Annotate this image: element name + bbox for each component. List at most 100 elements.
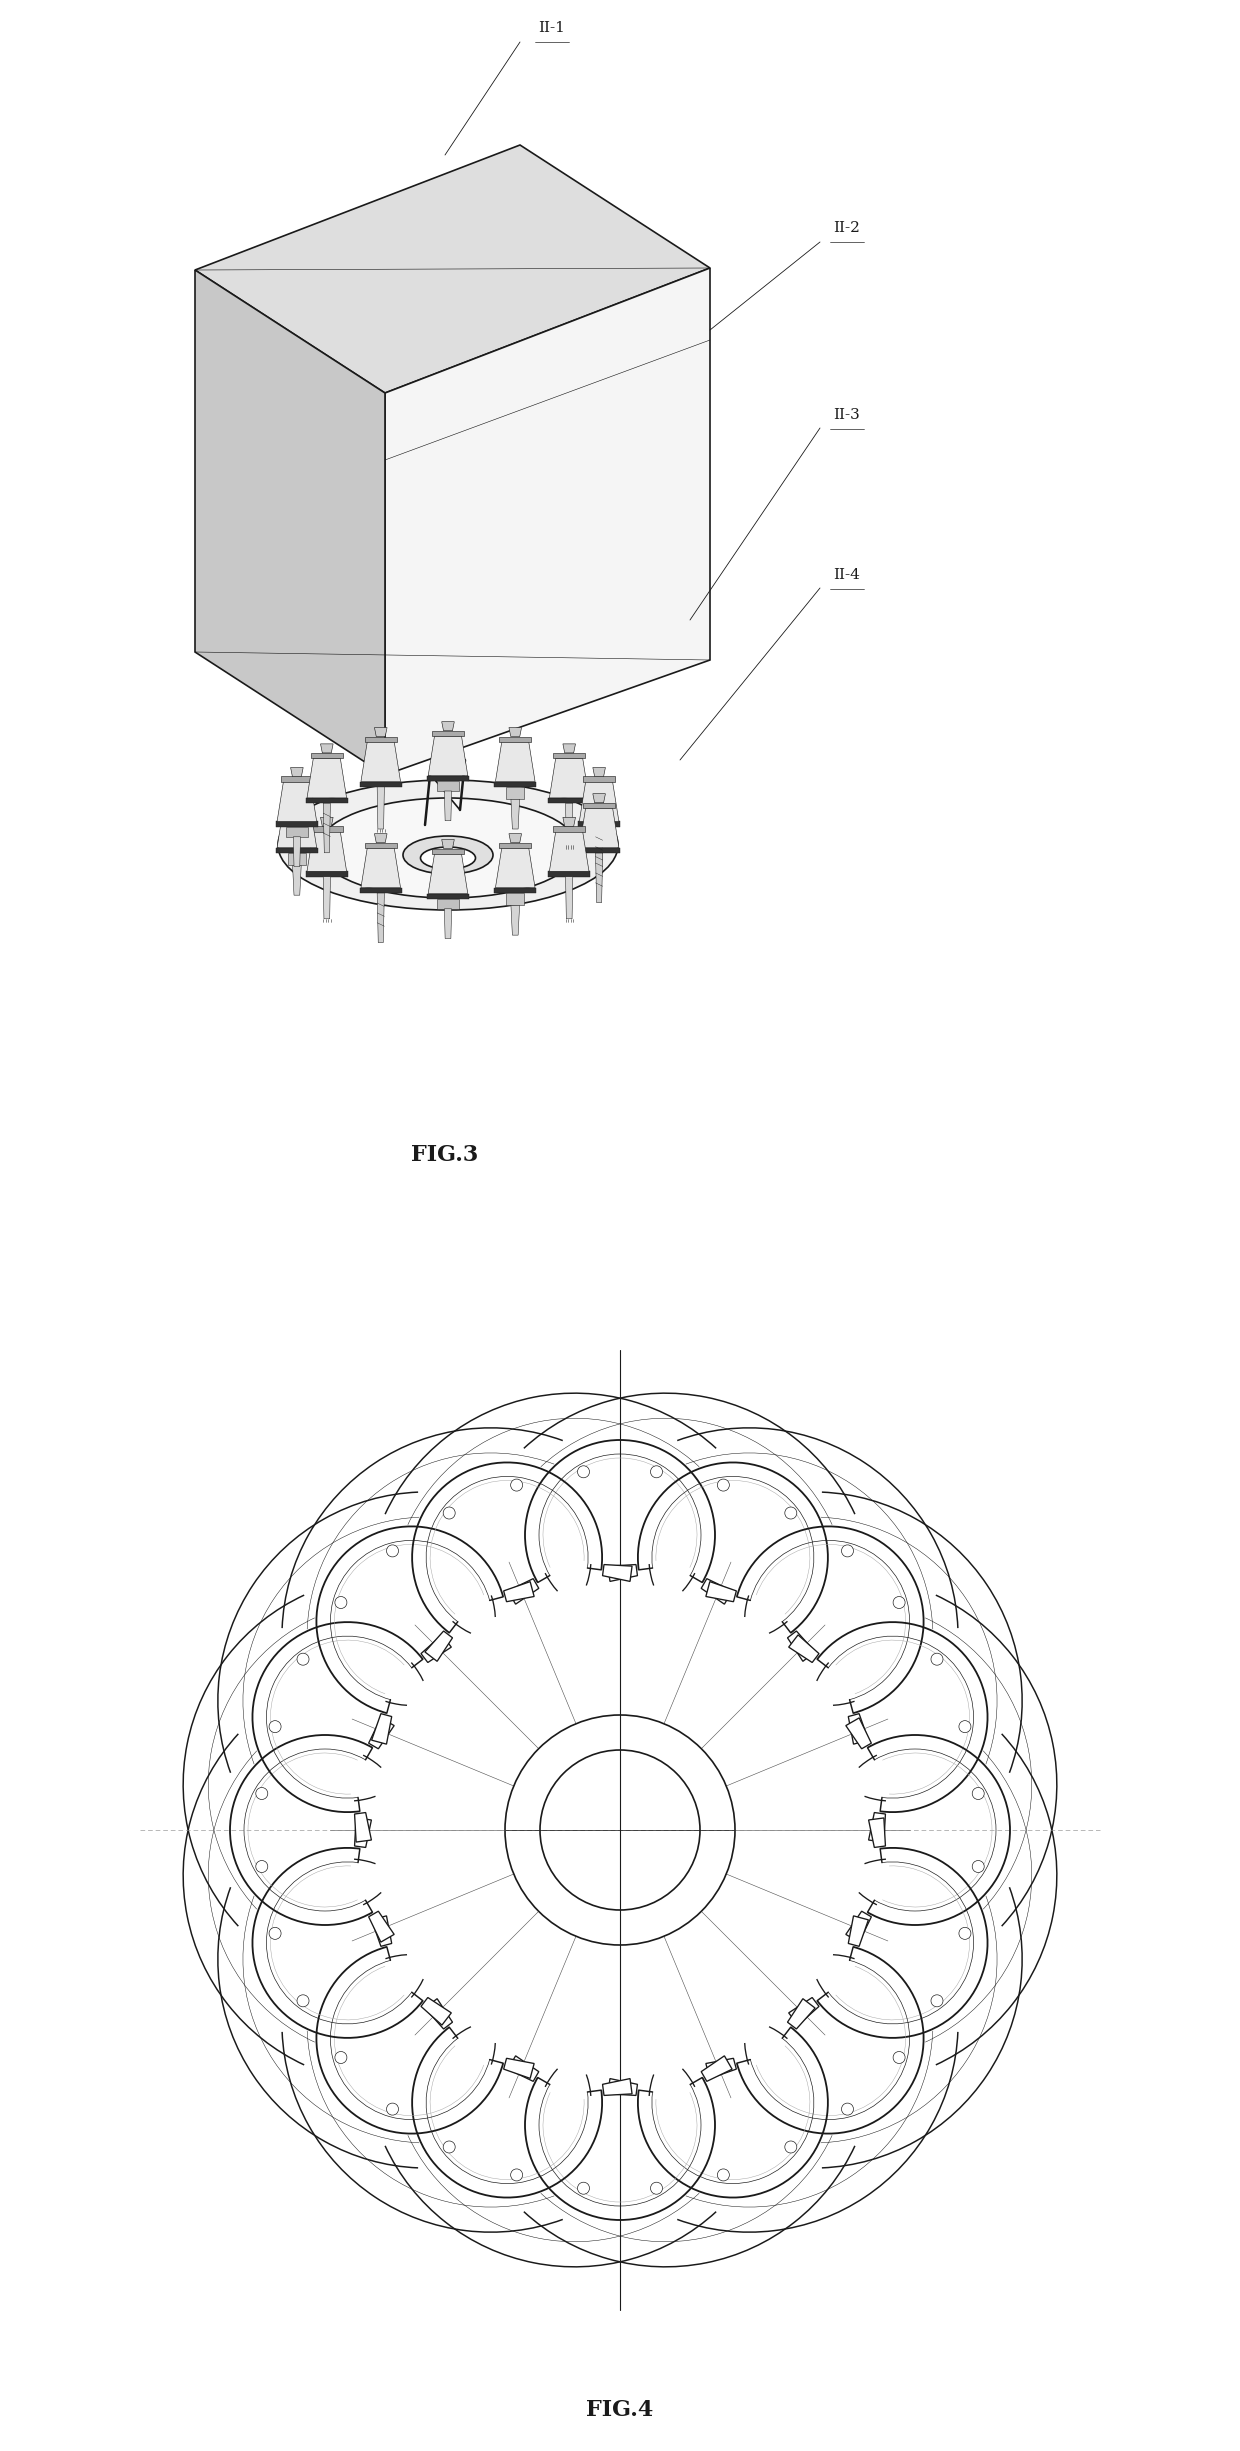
Polygon shape [495,782,536,787]
Polygon shape [846,1912,872,1941]
Polygon shape [438,900,459,909]
Polygon shape [789,1998,818,2025]
Text: II-3: II-3 [833,407,861,422]
Polygon shape [368,1718,394,1750]
Polygon shape [306,799,347,804]
Polygon shape [508,728,522,738]
Polygon shape [280,804,312,809]
Polygon shape [503,1581,534,1601]
Polygon shape [372,1713,392,1745]
Polygon shape [563,816,575,826]
Polygon shape [608,2078,637,2096]
Polygon shape [310,826,343,831]
Polygon shape [553,752,585,757]
Polygon shape [324,877,330,919]
Circle shape [578,1466,589,1478]
Text: II-1: II-1 [538,22,565,34]
Polygon shape [308,757,347,799]
Polygon shape [372,1917,392,1946]
Polygon shape [553,826,585,831]
Circle shape [893,2051,905,2064]
Polygon shape [848,1917,868,1946]
Polygon shape [583,777,615,782]
Circle shape [718,1478,729,1490]
Polygon shape [377,787,384,828]
Polygon shape [498,843,532,848]
Polygon shape [444,792,451,821]
Polygon shape [595,853,603,902]
Ellipse shape [403,836,494,875]
Circle shape [578,2181,589,2194]
Polygon shape [428,775,469,782]
Polygon shape [368,1912,394,1941]
Polygon shape [506,787,525,799]
Circle shape [255,1787,268,1799]
Circle shape [505,1716,735,1946]
Polygon shape [438,782,459,792]
Polygon shape [706,2059,737,2078]
Text: FIG.4: FIG.4 [587,2400,653,2422]
Polygon shape [365,738,397,743]
Circle shape [972,1787,985,1799]
Polygon shape [286,826,308,836]
Circle shape [959,1721,971,1733]
Ellipse shape [420,848,475,870]
Polygon shape [578,848,620,853]
Polygon shape [277,782,316,821]
Polygon shape [565,804,573,846]
Polygon shape [495,887,536,892]
Circle shape [785,1507,797,1520]
Ellipse shape [278,779,618,909]
Polygon shape [868,1814,885,1843]
Polygon shape [425,1630,453,1662]
Polygon shape [787,1998,815,2029]
Polygon shape [361,848,401,887]
Polygon shape [293,865,301,895]
Polygon shape [498,738,532,743]
Polygon shape [595,826,603,877]
Polygon shape [579,809,619,848]
Circle shape [718,2169,729,2181]
Circle shape [335,2051,347,2064]
Polygon shape [428,853,467,895]
Polygon shape [277,848,317,853]
Circle shape [972,1860,985,1873]
Circle shape [443,2142,455,2152]
Polygon shape [565,877,573,919]
Polygon shape [290,794,304,804]
Polygon shape [294,836,300,868]
Polygon shape [496,743,534,782]
Polygon shape [360,782,402,787]
Circle shape [785,2142,797,2152]
Polygon shape [432,848,464,853]
Polygon shape [701,2056,732,2081]
Polygon shape [548,870,590,877]
Polygon shape [503,2059,534,2078]
Polygon shape [603,1564,632,1581]
Circle shape [335,1596,347,1608]
Circle shape [931,1995,942,2007]
Polygon shape [355,1819,372,1848]
Circle shape [298,1995,309,2007]
Polygon shape [306,870,347,877]
Polygon shape [593,794,605,804]
Polygon shape [422,1998,451,2025]
Circle shape [387,2103,398,2115]
Polygon shape [310,752,343,757]
Circle shape [511,1478,522,1490]
Circle shape [842,2103,853,2115]
Polygon shape [506,892,525,904]
Polygon shape [277,821,317,826]
Polygon shape [496,848,534,887]
Text: FIG.3: FIG.3 [412,1145,479,1167]
Polygon shape [701,1578,732,1603]
Polygon shape [308,831,347,870]
Polygon shape [846,1718,872,1750]
Polygon shape [324,804,330,853]
Polygon shape [355,1814,372,1843]
Circle shape [269,1721,281,1733]
Polygon shape [428,895,469,900]
Polygon shape [608,1564,637,1581]
Circle shape [539,1750,701,1909]
Polygon shape [508,2056,539,2081]
